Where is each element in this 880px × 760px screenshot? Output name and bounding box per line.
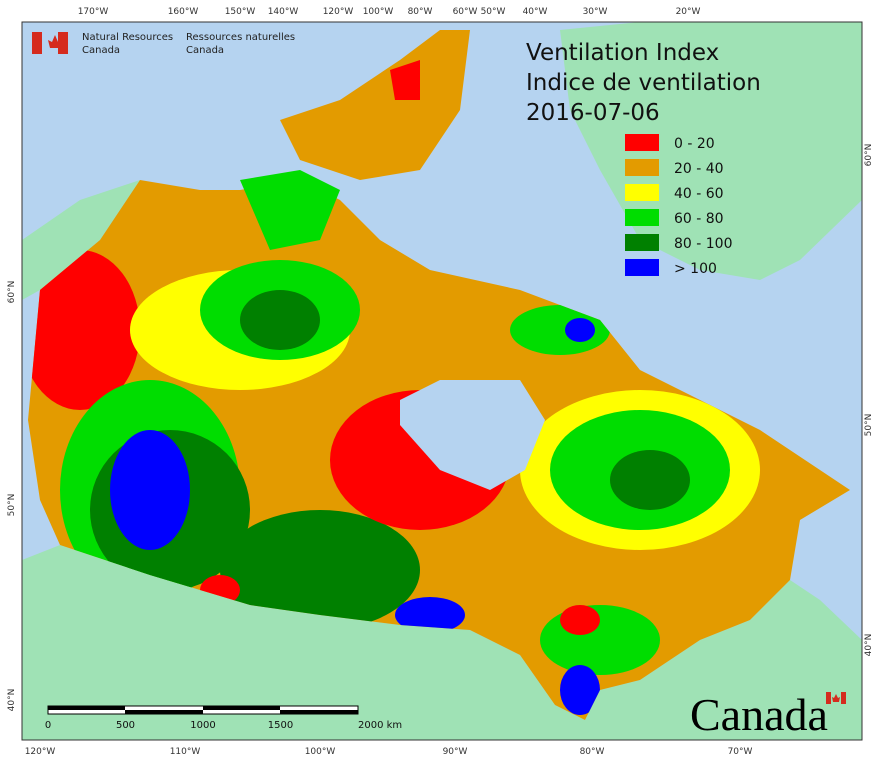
graticule-label: 60°N xyxy=(864,144,874,167)
hudson-bay xyxy=(400,380,545,490)
legend-swatch xyxy=(625,209,659,226)
legend-swatch xyxy=(625,159,659,176)
graticule-label: 90°W xyxy=(443,747,468,757)
united-states xyxy=(22,545,862,740)
graticule-label: 50°N xyxy=(864,414,874,437)
alaska xyxy=(22,180,140,300)
graticule-label: 20°W xyxy=(676,7,701,17)
wordmark-flag xyxy=(841,692,846,704)
scale-bar-segment xyxy=(125,710,203,714)
scale-label: 2000 km xyxy=(358,720,402,731)
graticule-label: 60°W xyxy=(453,7,478,17)
scale-bar-segment xyxy=(48,706,125,710)
flag-leaf xyxy=(48,35,62,48)
legend-swatch xyxy=(625,134,659,151)
map xyxy=(22,22,862,740)
graticule-label: 150°W xyxy=(225,7,256,17)
legend-swatch xyxy=(625,184,659,201)
graticule-label: 80°W xyxy=(580,747,605,757)
scale-bar-segment xyxy=(203,706,280,710)
arctic-red xyxy=(390,60,420,100)
legend-label: 60 - 80 xyxy=(674,211,724,227)
legend-label: 40 - 60 xyxy=(674,186,724,202)
department-fr: Canada xyxy=(186,45,224,56)
graticule-label: 70°W xyxy=(728,747,753,757)
graticule-label: 80°W xyxy=(408,7,433,17)
graticule-label: 40°N xyxy=(7,689,17,712)
graticule-labels: 170°W 160°W 150°W 140°W 120°W 100°W 80°W 60°W 50… xyxy=(7,7,874,757)
department-en: Canada xyxy=(82,45,120,56)
title: 2016-07-06 xyxy=(526,100,660,126)
title: Indice de ventilation xyxy=(526,70,761,96)
map-frame xyxy=(21,21,863,741)
scale-label: 500 xyxy=(116,720,135,731)
scale-bar-segment xyxy=(280,710,358,714)
graticule-label: 140°W xyxy=(268,7,299,17)
department-fr: Ressources naturelles xyxy=(186,32,295,43)
graticule-label: 60°N xyxy=(7,281,17,304)
graticule-label: 120°W xyxy=(323,7,354,17)
legend-swatch xyxy=(625,259,659,276)
graticule-label: 170°W xyxy=(78,7,109,17)
graticule-label: 100°W xyxy=(363,7,394,17)
scale-label: 0 xyxy=(45,720,51,731)
scale-label: 1000 xyxy=(190,720,215,731)
graticule-label: 110°W xyxy=(170,747,201,757)
scale-bar xyxy=(47,705,359,715)
arctic-islands-green xyxy=(240,170,340,250)
legend-label: 0 - 20 xyxy=(674,136,715,152)
graticule-label: 50°N xyxy=(7,494,17,517)
flag-bar xyxy=(58,32,68,54)
wordmark-flag xyxy=(826,692,831,704)
scale-label: 1500 xyxy=(268,720,293,731)
legend-label: > 100 xyxy=(674,261,717,277)
graticule-label: 40°N xyxy=(864,634,874,657)
legend-swatch xyxy=(625,234,659,251)
wordmark-flag-leaf xyxy=(832,694,840,702)
wordmark: Canada xyxy=(690,689,828,740)
legend-label: 20 - 40 xyxy=(674,161,724,177)
legend: 0 - 20 20 - 40 40 - 60 60 - 80 80 - 100 > 100 xyxy=(625,134,733,277)
legend-label: 80 - 100 xyxy=(674,236,733,252)
arctic-islands xyxy=(280,30,470,180)
graticule-label: 30°W xyxy=(583,7,608,17)
graticule-label: 160°W xyxy=(168,7,199,17)
department-en: Natural Resources xyxy=(82,32,173,43)
graticule-label: 100°W xyxy=(305,747,336,757)
graticule-label: 40°W xyxy=(523,7,548,17)
title: Ventilation Index xyxy=(526,40,719,66)
flag-bar xyxy=(32,32,42,54)
graticule-label: 50°W xyxy=(481,7,506,17)
graticule-label: 120°W xyxy=(25,747,56,757)
